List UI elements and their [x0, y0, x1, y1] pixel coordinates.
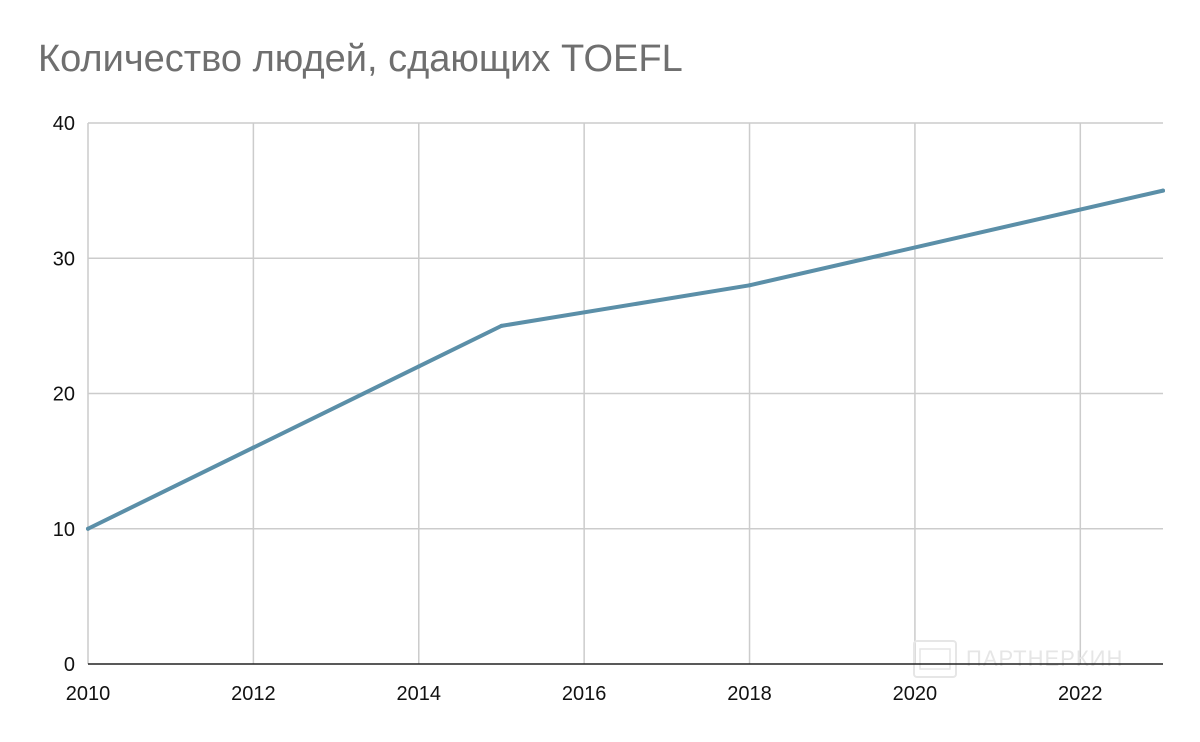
- grid-lines: [87, 122, 1163, 664]
- x-axis-ticks: 2010 2012 2014 2016 2018 2020 2022: [66, 683, 1103, 705]
- data-point: [747, 283, 752, 288]
- x-tick-label: 2016: [562, 683, 607, 705]
- x-tick-label: 2014: [397, 683, 442, 705]
- data-point: [251, 445, 256, 450]
- watermark-logo-inner: [919, 648, 951, 670]
- x-tick-label: 2020: [893, 683, 938, 705]
- y-axis-ticks: 0 10 20 30 40: [53, 113, 75, 676]
- watermark-text: ПАРТНЕРКИН: [966, 646, 1123, 671]
- y-tick-label: 0: [64, 654, 75, 676]
- y-tick-label: 20: [53, 384, 75, 406]
- watermark: ПАРТНЕРКИН: [913, 640, 1123, 678]
- x-tick-label: 2022: [1058, 683, 1103, 705]
- y-tick-label: 30: [53, 248, 75, 270]
- y-tick-label: 40: [53, 113, 75, 135]
- data-point: [86, 526, 90, 531]
- x-tick-label: 2012: [231, 683, 276, 705]
- x-tick-label: 2018: [727, 683, 772, 705]
- watermark-logo-icon: [913, 640, 957, 678]
- x-tick-label: 2010: [66, 683, 111, 705]
- data-point: [1161, 188, 1165, 193]
- series-group: [86, 188, 1165, 531]
- y-tick-label: 10: [53, 519, 75, 541]
- series-line: [86, 188, 1165, 531]
- chart-title: Количество людей, сдающих TOEFL: [38, 38, 683, 80]
- data-point: [499, 323, 504, 328]
- data-point: [416, 364, 421, 369]
